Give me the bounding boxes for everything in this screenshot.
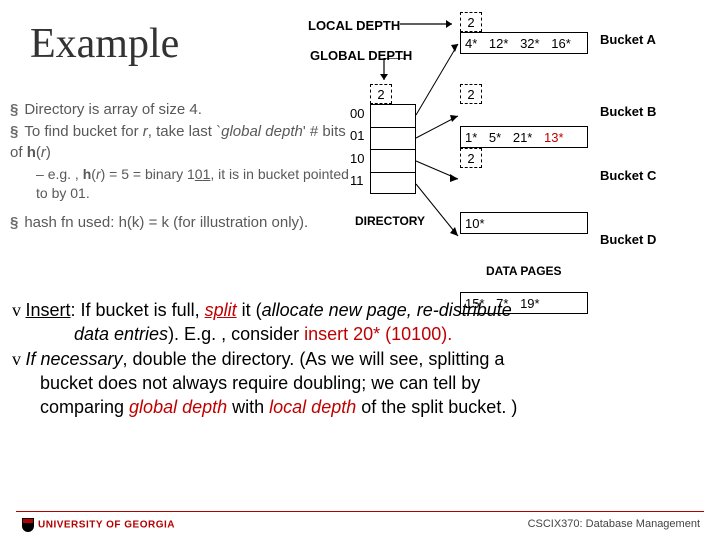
bucket-a-entry: 16* [547,33,575,55]
global-depth-box: 2 [370,84,392,104]
bucket-b-label: Bucket B [600,104,656,119]
local-depth-label: LOCAL DEPTH [308,18,400,33]
global-depth-arrow [378,58,408,84]
bucket-c-label: Bucket C [600,168,656,183]
bucket-b-entry: 21* [509,127,537,149]
bucket-b-entry: 13* [540,127,568,149]
local-depth-box-a: 2 [460,12,482,32]
bucket-b-entry: 1* [461,127,481,149]
directory-frame [370,104,416,194]
bullet-3: hash fn used: h(k) = k (for illustration… [24,214,308,231]
bullet-2: To find bucket for r, take last `global … [10,123,346,160]
bullet-2-sub: – e.g. , h(r) = 5 = binary 101, it is in… [36,165,355,203]
data-pages-label: DATA PAGES [486,264,562,278]
bucket-a-entry: 12* [485,33,513,55]
bucket-a-entry: 32* [516,33,544,55]
bucket-c-entry: 10* [461,213,489,235]
local-depth-box-c: 2 [460,148,482,168]
bucket-c: 10* [460,212,588,234]
bucket-b: 1* 5* 21* 13* [460,126,588,148]
slide-title: Example [30,20,179,68]
uga-logo: UNIVERSITY OF GEORGIA [22,518,175,532]
bullet-list: §Directory is array of size 4. §To find … [10,100,355,235]
lower-text: v Insert: If bucket is full, split it (a… [12,298,708,419]
directory-label: DIRECTORY [355,214,425,228]
local-depth-arrow [400,16,460,32]
footer-divider [16,511,704,512]
local-depth-box-b: 2 [460,84,482,104]
bullet-1: Directory is array of size 4. [24,101,202,118]
bucket-d-label: Bucket D [600,232,656,247]
bucket-a-label: Bucket A [600,32,656,47]
bucket-a: 4* 12* 32* 16* [460,32,588,54]
course-label: CSCIX370: Database Management [528,518,700,530]
bucket-b-entry: 5* [485,127,505,149]
bucket-a-entry: 4* [461,33,481,55]
